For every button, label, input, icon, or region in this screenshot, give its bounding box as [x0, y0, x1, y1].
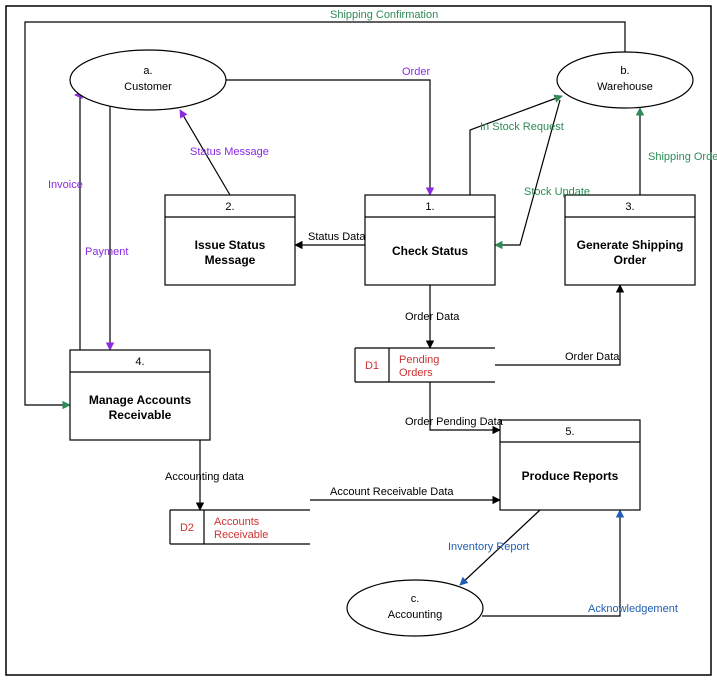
flow-label-status-data: Status Data	[308, 231, 366, 243]
datastore-label: Orders	[399, 367, 433, 379]
entity-a: a. Customer	[70, 50, 226, 110]
process-label: Order	[614, 253, 647, 267]
datastore-label: Accounts	[214, 516, 260, 528]
process-label: Issue Status	[195, 238, 266, 252]
process-label: Check Status	[392, 244, 468, 258]
process-label: Produce Reports	[522, 469, 619, 483]
datastore-label: Pending	[399, 354, 439, 366]
process-label: Manage Accounts	[89, 393, 192, 407]
flow-label-order-data-2: Order Data	[565, 351, 620, 363]
flow-label-order-pending-data: Order Pending Data	[405, 416, 504, 428]
entity-id: a.	[143, 65, 152, 77]
process-label: Message	[205, 253, 256, 267]
process-label: Generate Shipping	[577, 238, 684, 252]
flow-label-inventory-report: Inventory Report	[448, 541, 529, 553]
entity-label: Warehouse	[597, 81, 653, 93]
entity-label: Accounting	[388, 609, 442, 621]
flow-label-accounting-data: Accounting data	[165, 471, 245, 483]
process-number: 3.	[625, 201, 634, 213]
process-p4: 4. Manage AccountsReceivable	[70, 350, 210, 440]
entity-id: c.	[411, 593, 420, 605]
process-number: 2.	[225, 201, 234, 213]
flow-label-account-receivable-data: Account Receivable Data	[330, 486, 454, 498]
process-p5: 5. Produce Reports	[500, 420, 640, 510]
flow-label-shipping-order: Shipping Order	[648, 151, 717, 163]
entity-label: Customer	[124, 81, 172, 93]
flow-label-order: Order	[402, 66, 430, 78]
process-p2: 2. Issue StatusMessage	[165, 195, 295, 285]
flow-label-payment: Payment	[85, 246, 128, 258]
flow-label-stock-update: Stock Update	[524, 186, 590, 198]
flow-label-acknowledgement: Acknowledgement	[588, 603, 678, 615]
datastore-label: Receivable	[214, 529, 268, 541]
entity-b: b. Warehouse	[557, 52, 693, 108]
flow-label-shipping-confirmation: Shipping Confirmation	[330, 9, 438, 21]
datastore-id: D2	[180, 522, 194, 534]
flow-label-order-data-1: Order Data	[405, 311, 460, 323]
datastore-id: D1	[365, 360, 379, 372]
process-p1: 1. Check Status	[365, 195, 495, 285]
process-number: 1.	[425, 201, 434, 213]
flow-label-invoice: Invoice	[48, 179, 83, 191]
process-p3: 3. Generate ShippingOrder	[565, 195, 695, 285]
process-number: 5.	[565, 426, 574, 438]
process-number: 4.	[135, 356, 144, 368]
flow-label-in-stock-request: In Stock Request	[480, 121, 564, 133]
flow-label-status-message: Status Message	[190, 146, 269, 158]
entity-c: c. Accounting	[347, 580, 483, 636]
entity-id: b.	[620, 65, 629, 77]
process-label: Receivable	[109, 408, 172, 422]
